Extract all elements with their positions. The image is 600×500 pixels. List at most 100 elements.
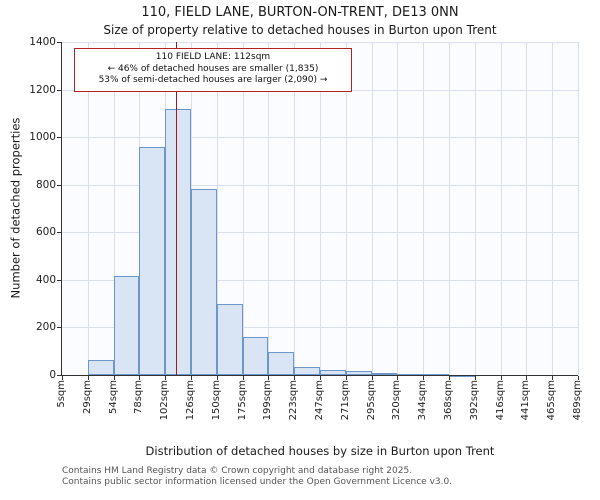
annotation-line-1: 110 FIELD LANE: 112sqm [155,52,271,62]
y-tick-label: 200 [35,321,56,334]
x-tick-label: 271sqm [339,380,351,421]
x-tick-mark [165,376,167,380]
x-tick-label: 78sqm [133,380,145,415]
y-tick-label: 1200 [29,83,56,96]
x-tick-mark [268,376,270,380]
gridline-vertical [87,42,89,375]
x-tick-label: 5sqm [56,380,67,408]
gridline-vertical [345,42,347,375]
gridline-vertical [371,42,373,375]
histogram-bar [87,359,114,375]
y-tick-label: 1000 [29,131,56,144]
x-tick-mark [578,376,579,380]
x-tick-label: 295sqm [365,380,377,421]
x-tick-label: 102sqm [159,380,171,421]
y-tick-mark [57,232,61,234]
gridline-vertical [113,42,115,375]
y-tick-label: 400 [35,273,56,286]
histogram-bar [371,372,398,375]
x-tick-mark [500,376,502,380]
x-tick-mark [113,376,115,380]
x-tick-label: 126sqm [185,380,196,421]
gridline-vertical [216,42,218,375]
gridline-vertical [474,42,476,375]
x-tick-mark [345,376,347,380]
chart-subtitle: Size of property relative to detached ho… [103,23,497,37]
x-tick-mark [449,376,450,380]
x-tick-label: 344sqm [417,380,429,421]
footer: Contains HM Land Registry data © Crown c… [62,466,452,487]
x-tick-mark [191,376,192,380]
x-tick-mark [294,376,296,380]
annotation-box: 110 FIELD LANE: 112sqm ← 46% of detached… [74,48,352,92]
y-tick-mark [57,42,61,43]
y-axis-line [61,42,62,376]
y-tick-mark [57,137,61,139]
gridline-vertical [449,42,450,375]
x-tick-label: 489sqm [572,380,583,421]
gridline-vertical [526,42,528,375]
x-tick-label: 223sqm [288,380,300,421]
x-tick-label: 175sqm [236,380,248,421]
x-axis-line [61,375,578,376]
y-tick-mark [57,375,61,376]
gridline-vertical [552,42,554,375]
x-tick-mark [62,376,63,380]
x-tick-label: 368sqm [443,380,454,421]
annotation-line-3: 53% of semi-detached houses are larger (… [98,75,328,85]
histogram-bar [320,370,346,375]
annotation-line-2: ← 46% of detached houses are smaller (1,… [107,63,319,74]
y-axis-label: Number of detached properties [8,117,23,299]
x-tick-mark [87,376,89,380]
y-tick-mark [57,279,61,281]
y-tick-label: 0 [49,369,56,381]
y-tick-label: 600 [35,226,56,239]
y-tick-label: 1400 [29,36,56,48]
x-tick-label: 150sqm [210,380,222,421]
x-tick-label: 54sqm [107,380,119,415]
x-tick-label: 199sqm [262,380,274,421]
gridline-vertical [268,42,270,375]
x-tick-mark [216,376,218,380]
x-tick-mark [320,376,321,380]
histogram-bar [294,366,320,375]
gridline-vertical [578,42,579,375]
x-tick-mark [423,376,425,380]
x-tick-mark [474,376,476,380]
y-tick-mark [57,184,61,186]
x-tick-label: 465sqm [546,380,558,421]
y-tick-mark [57,89,61,91]
y-tick-mark [57,327,61,329]
histogram-bar [268,352,295,375]
x-tick-label: 441sqm [520,380,532,421]
gridline-vertical [500,42,502,375]
gridline-vertical [242,42,244,375]
histogram-bar [242,336,269,375]
chart-title: 110, FIELD LANE, BURTON-ON-TRENT, DE13 0… [141,5,459,20]
x-tick-label: 320sqm [391,380,403,421]
histogram-bar [113,276,140,375]
x-tick-label: 29sqm [81,380,93,415]
x-tick-mark [397,376,399,380]
x-tick-label: 247sqm [314,380,325,421]
gridline-vertical [320,42,321,375]
histogram-bar [165,108,191,375]
x-tick-label: 416sqm [494,380,506,421]
x-axis-label: Distribution of detached houses by size … [145,444,495,458]
x-tick-mark [139,376,141,380]
gridline-vertical [397,42,399,375]
footer-line-2: Contains public sector information licen… [62,476,453,487]
x-tick-mark [242,376,244,380]
property-size-marker-line [175,42,178,375]
histogram-bar [216,303,243,375]
histogram-bar [139,146,166,375]
histogram-bar [345,371,372,375]
histogram-bar [191,189,217,375]
x-tick-mark [371,376,373,380]
x-tick-mark [552,376,554,380]
x-tick-label: 392sqm [468,380,480,421]
x-tick-mark [526,376,528,380]
y-tick-label: 800 [35,178,56,191]
gridline-vertical [423,42,425,375]
footer-line-1: Contains HM Land Registry data © Crown c… [62,466,413,476]
